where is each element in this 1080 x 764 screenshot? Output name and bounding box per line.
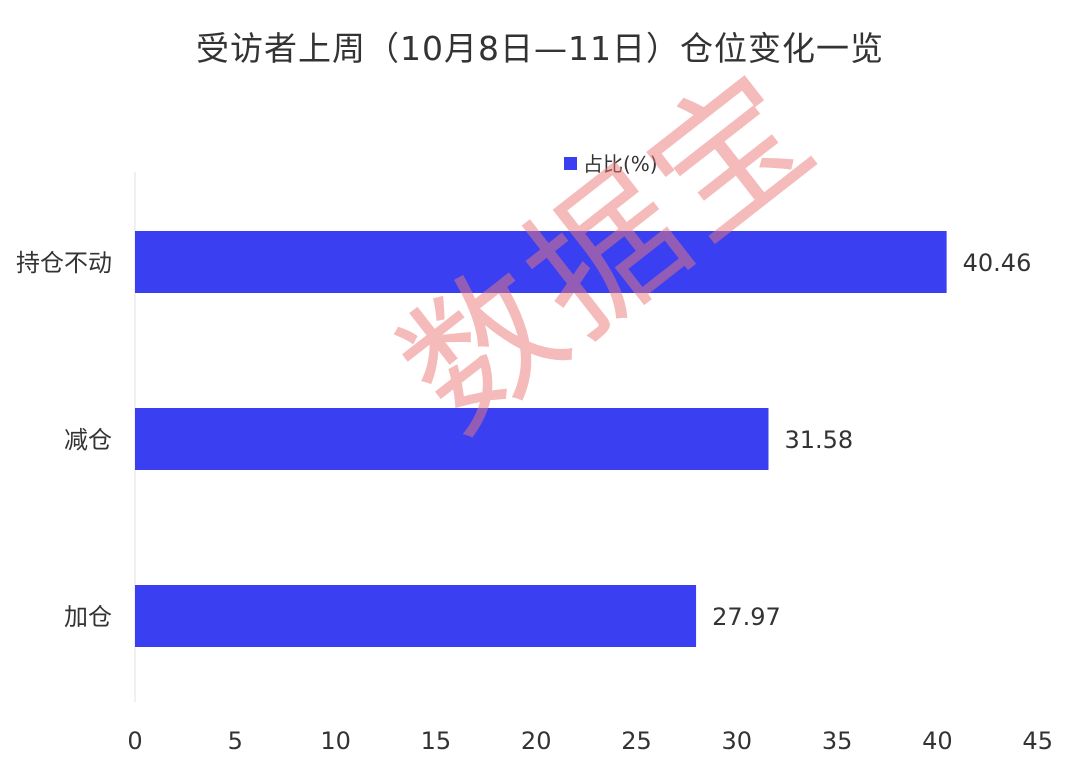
category-label-2: 加仓 <box>64 603 112 631</box>
legend-label: 占比(%) <box>583 152 658 176</box>
value-label-2: 27.97 <box>712 603 781 631</box>
value-label-0: 40.46 <box>963 249 1032 277</box>
category-label-0: 持仓不动 <box>16 249 112 277</box>
x-tick-label-0: 0 <box>127 727 142 755</box>
x-tick-label-7: 35 <box>822 727 853 755</box>
x-tick-label-4: 20 <box>521 727 552 755</box>
value-label-1: 31.58 <box>784 426 853 454</box>
bar-1 <box>135 408 769 470</box>
x-tick-label-3: 15 <box>421 727 452 755</box>
bars-group <box>135 231 947 647</box>
x-tick-label-2: 10 <box>320 727 351 755</box>
legend-swatch <box>564 157 577 170</box>
x-tick-label-1: 5 <box>228 727 243 755</box>
x-tick-label-5: 25 <box>621 727 652 755</box>
legend: 占比(%) <box>564 152 658 176</box>
value-labels: 40.46 31.58 27.97 <box>712 249 1031 631</box>
x-tick-label-8: 40 <box>922 727 953 755</box>
bar-2 <box>135 585 697 647</box>
category-label-1: 减仓 <box>64 426 112 454</box>
x-tick-labels: 0 5 10 15 20 25 30 35 40 45 <box>127 727 1053 755</box>
chart-title: 受访者上周（10月8日—11日）仓位变化一览 <box>196 29 884 68</box>
x-tick-label-9: 45 <box>1022 727 1053 755</box>
bar-0 <box>135 231 947 293</box>
x-tick-label-6: 30 <box>722 727 753 755</box>
